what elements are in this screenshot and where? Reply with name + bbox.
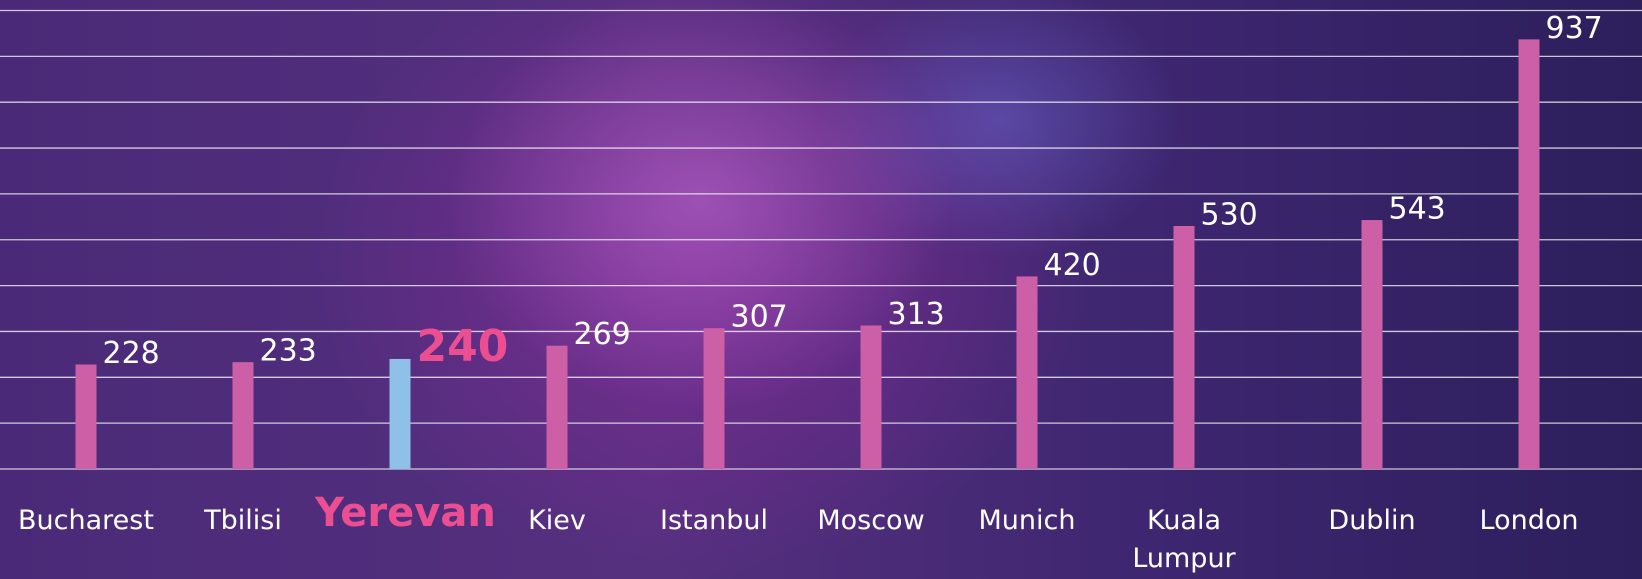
x-tick-label: Istanbul — [629, 502, 799, 540]
x-tick-label: Kiev — [472, 502, 642, 540]
value-label: 313 — [888, 297, 945, 332]
x-tick-label: Yerevan — [315, 494, 485, 532]
bar — [233, 362, 254, 469]
x-tick-label: Dublin — [1287, 502, 1457, 540]
bar — [76, 364, 97, 469]
value-label: 228 — [103, 336, 160, 371]
bar — [390, 359, 411, 469]
bar — [1362, 220, 1383, 469]
value-label: 530 — [1201, 197, 1258, 232]
value-label: 269 — [574, 317, 631, 352]
x-tick-label: Bucharest — [1, 502, 171, 540]
x-tick-label: Munich — [942, 502, 1112, 540]
bar — [1174, 226, 1195, 469]
bar — [861, 325, 882, 469]
chart: 228 233 240 269 307 313 420 530 543 937 Bucharest… — [0, 0, 1642, 579]
value-label: 937 — [1546, 11, 1603, 46]
x-tick-label: London — [1444, 502, 1614, 540]
value-label: 420 — [1044, 248, 1101, 283]
x-tick-label: Kuala Lumpur — [1124, 502, 1244, 578]
value-label: 307 — [731, 300, 788, 335]
bar — [704, 328, 725, 469]
value-label: 543 — [1389, 192, 1446, 227]
value-label: 233 — [260, 334, 317, 369]
x-tick-label: Tbilisi — [158, 502, 328, 540]
value-label: 240 — [417, 321, 509, 372]
bar — [1017, 276, 1038, 469]
bar — [547, 346, 568, 469]
plot: 228 233 240 269 307 313 420 530 543 937 — [0, 0, 1642, 579]
bar — [1519, 39, 1540, 469]
x-tick-label: Moscow — [786, 502, 956, 540]
